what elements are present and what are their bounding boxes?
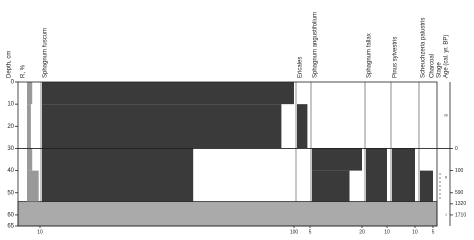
segment [312, 170, 350, 202]
y-tick-label: 30 [7, 146, 14, 152]
age-label: 1710 [455, 212, 466, 218]
charcoal-dot [439, 173, 441, 175]
stage-label: Stage [437, 62, 443, 78]
segment [27, 170, 39, 202]
charcoal-dots [439, 173, 441, 199]
charcoal-dot [439, 193, 441, 195]
segment [297, 104, 308, 149]
charcoal-dot [439, 197, 441, 199]
x-tick-label: 20 [359, 229, 365, 235]
charcoal-dot [439, 177, 441, 179]
mineral-layer [17, 201, 438, 227]
y-tick-label: 40 [7, 168, 14, 174]
segment [42, 148, 194, 202]
age-label: 0 [455, 146, 458, 152]
x-tick-label: 5 [432, 229, 435, 235]
segment [27, 104, 31, 149]
column-label: R, % [21, 64, 27, 78]
column-label: Ericales [298, 57, 304, 78]
charcoal-dot [439, 185, 441, 187]
age-label: 590 [455, 190, 464, 196]
segment [312, 148, 362, 171]
y-tick-label: 65 [7, 224, 14, 230]
segment [42, 104, 282, 149]
column-label: Sphagnum angustifolium [313, 12, 319, 78]
y-tick-label: 0 [11, 80, 15, 86]
stage-label: I [445, 212, 446, 217]
charcoal-dot [439, 181, 441, 183]
x-tick-label: 10 [37, 229, 43, 235]
stage-label: II [445, 174, 447, 179]
x-tick-label: 5 [309, 229, 312, 235]
column-label: Scheuchzeria palustris [421, 18, 427, 78]
x-tick-label: 100 [290, 229, 299, 235]
segment [366, 148, 387, 202]
charcoal-dot [439, 189, 441, 191]
stage-label: III [444, 112, 447, 117]
age-label: 100 [455, 168, 464, 174]
x-tick-label: 10 [384, 229, 390, 235]
segment [392, 148, 415, 202]
segment [42, 82, 294, 105]
charcoal-label: Charcoal [430, 54, 436, 78]
x-tick-label: 10 [412, 229, 418, 235]
column-label: Sphagnum fallax [367, 33, 373, 78]
segment [420, 170, 433, 202]
y-tick-label: 50 [7, 190, 14, 196]
segment [27, 82, 33, 105]
age-label: Age (cal. yr. BP) [444, 35, 450, 78]
segment [27, 148, 33, 171]
y-tick-label: 60 [7, 213, 14, 219]
y-tick-label: 10 [7, 102, 14, 108]
column-label: Pinus sylvestris [393, 37, 399, 78]
age-label: 1320 [455, 201, 466, 207]
frame [17, 81, 438, 227]
column-label: Sphagnum fuscum [43, 28, 49, 78]
y-tick-label: 20 [7, 124, 14, 130]
y-axis-label: Depth, cm [7, 51, 13, 78]
